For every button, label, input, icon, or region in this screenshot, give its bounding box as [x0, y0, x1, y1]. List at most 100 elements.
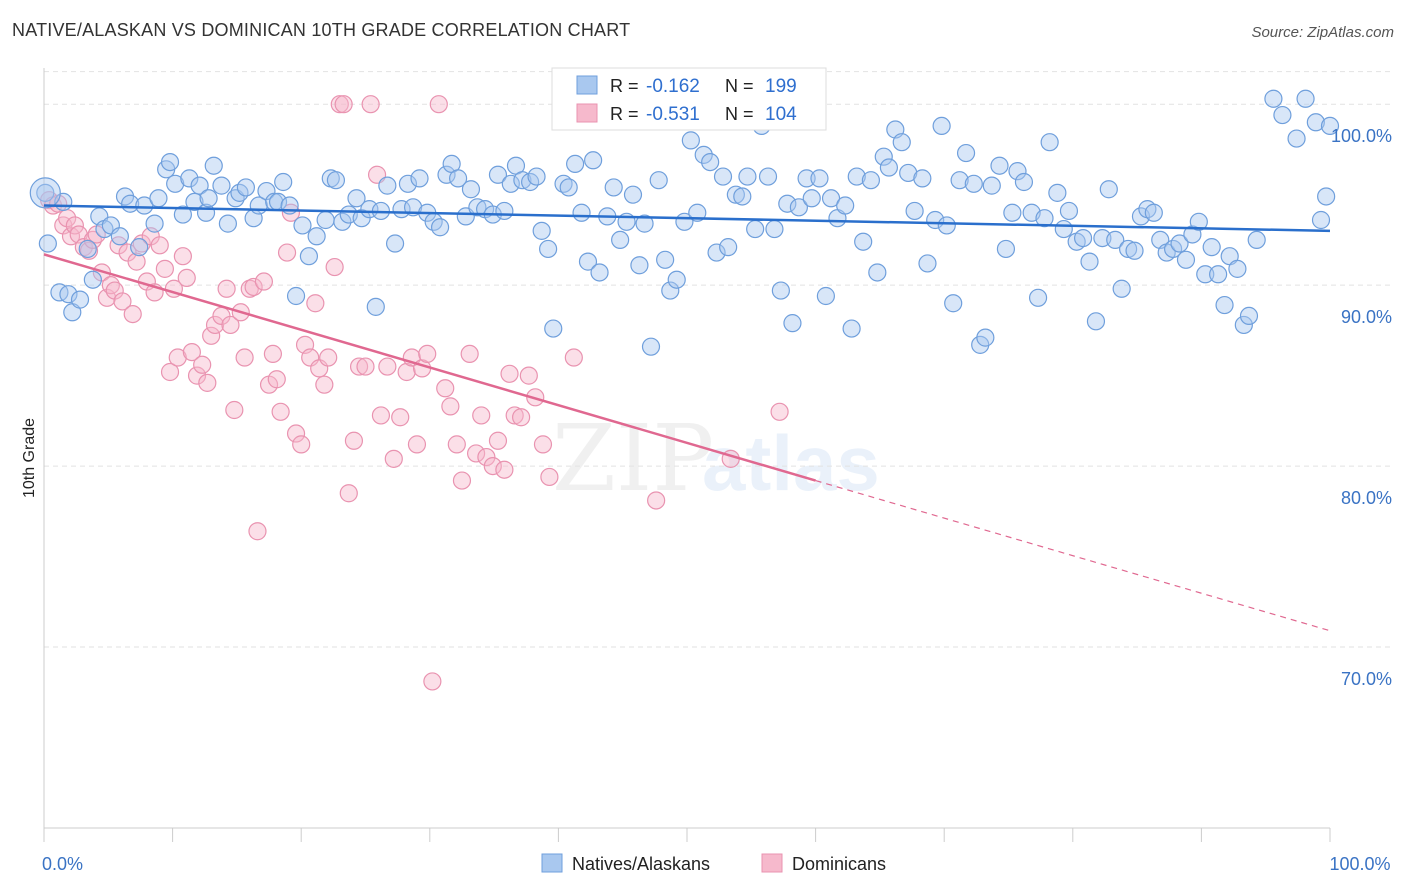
- data-point: [177, 268, 196, 288]
- data-point: [263, 344, 283, 364]
- data-point: [330, 95, 349, 114]
- data-point: [821, 189, 841, 208]
- data-point: [180, 169, 199, 188]
- data-point: [65, 216, 84, 235]
- data-point: [892, 133, 911, 152]
- data-point: [778, 194, 797, 213]
- data-point: [1287, 129, 1306, 148]
- data-point: [505, 406, 524, 425]
- data-point: [566, 154, 585, 174]
- stats-legend-swatch-natives: [576, 75, 598, 95]
- data-point: [460, 344, 479, 364]
- data-point: [436, 379, 455, 398]
- legend-label-natives: Natives/Alaskans: [572, 854, 710, 874]
- data-point: [271, 402, 290, 421]
- data-point: [544, 319, 563, 338]
- data-point: [1317, 187, 1336, 206]
- data-point: [29, 177, 61, 209]
- data-point: [423, 672, 442, 691]
- data-point: [641, 337, 661, 356]
- data-point: [842, 319, 861, 338]
- data-point: [590, 263, 609, 282]
- data-point: [461, 180, 481, 199]
- data-point: [802, 189, 821, 208]
- data-point: [746, 219, 765, 239]
- series-legend: Natives/Alaskans Dominicans: [541, 853, 886, 874]
- data-point: [681, 131, 700, 150]
- data-point: [771, 281, 790, 300]
- data-point: [488, 165, 508, 184]
- data-point: [1028, 288, 1048, 307]
- data-point: [344, 431, 364, 450]
- data-point: [429, 95, 448, 114]
- data-point: [212, 176, 231, 195]
- data-point: [306, 294, 325, 313]
- data-point: [198, 373, 217, 392]
- data-point: [656, 250, 675, 269]
- data-point: [661, 281, 680, 300]
- data-point: [113, 292, 132, 311]
- data-point: [868, 263, 887, 282]
- data-point: [1099, 180, 1118, 199]
- y-tick-label: 80.0%: [1341, 488, 1392, 508]
- data-point: [1273, 105, 1292, 125]
- data-point: [667, 270, 686, 289]
- data-point: [635, 214, 654, 233]
- data-point: [1189, 212, 1208, 231]
- data-point: [937, 216, 956, 235]
- data-point: [1196, 265, 1215, 284]
- data-point: [996, 239, 1016, 259]
- data-point: [950, 171, 969, 190]
- data-point: [472, 406, 491, 425]
- data-point: [384, 449, 403, 468]
- y-tick-label: 70.0%: [1341, 669, 1392, 689]
- data-point: [540, 467, 559, 487]
- data-point: [501, 174, 520, 193]
- data-point: [572, 203, 591, 222]
- stats-legend-r-label-dominicans: R =: [610, 104, 639, 124]
- data-point: [905, 201, 924, 221]
- data-point: [899, 163, 918, 183]
- data-point: [1320, 116, 1340, 136]
- data-point: [274, 172, 293, 192]
- data-point: [371, 406, 391, 425]
- data-point: [1118, 239, 1138, 259]
- data-point: [1106, 230, 1125, 250]
- data-point: [1035, 209, 1054, 228]
- data-point: [447, 435, 466, 454]
- data-point: [982, 176, 1001, 195]
- data-point: [1234, 315, 1253, 335]
- data-point: [316, 210, 335, 230]
- data-point: [976, 328, 995, 347]
- data-point: [1144, 203, 1163, 222]
- data-point: [452, 471, 472, 490]
- data-point: [797, 169, 816, 188]
- data-point: [225, 400, 244, 420]
- trend-lines: [43, 204, 1331, 632]
- data-point: [533, 435, 553, 454]
- data-point: [254, 272, 274, 291]
- data-point: [173, 247, 192, 266]
- data-point: [694, 145, 713, 164]
- data-point: [765, 219, 784, 239]
- data-point: [932, 116, 951, 136]
- data-point: [1008, 162, 1027, 181]
- data-point: [1059, 201, 1079, 221]
- data-point: [532, 221, 551, 240]
- data-point: [1176, 250, 1196, 269]
- data-point: [78, 239, 97, 259]
- data-point: [770, 402, 789, 421]
- data-point: [964, 174, 983, 193]
- data-point: [38, 234, 57, 253]
- data-point: [1264, 89, 1283, 108]
- data-point: [758, 167, 778, 186]
- data-point: [149, 189, 168, 208]
- data-point: [1202, 238, 1221, 257]
- data-point: [199, 189, 218, 208]
- data-point: [70, 290, 90, 309]
- stats-legend-n-label-dominicans: N =: [725, 104, 754, 124]
- data-point: [527, 167, 546, 186]
- data-point: [488, 431, 508, 450]
- data-point: [244, 277, 263, 297]
- data-point: [217, 279, 236, 298]
